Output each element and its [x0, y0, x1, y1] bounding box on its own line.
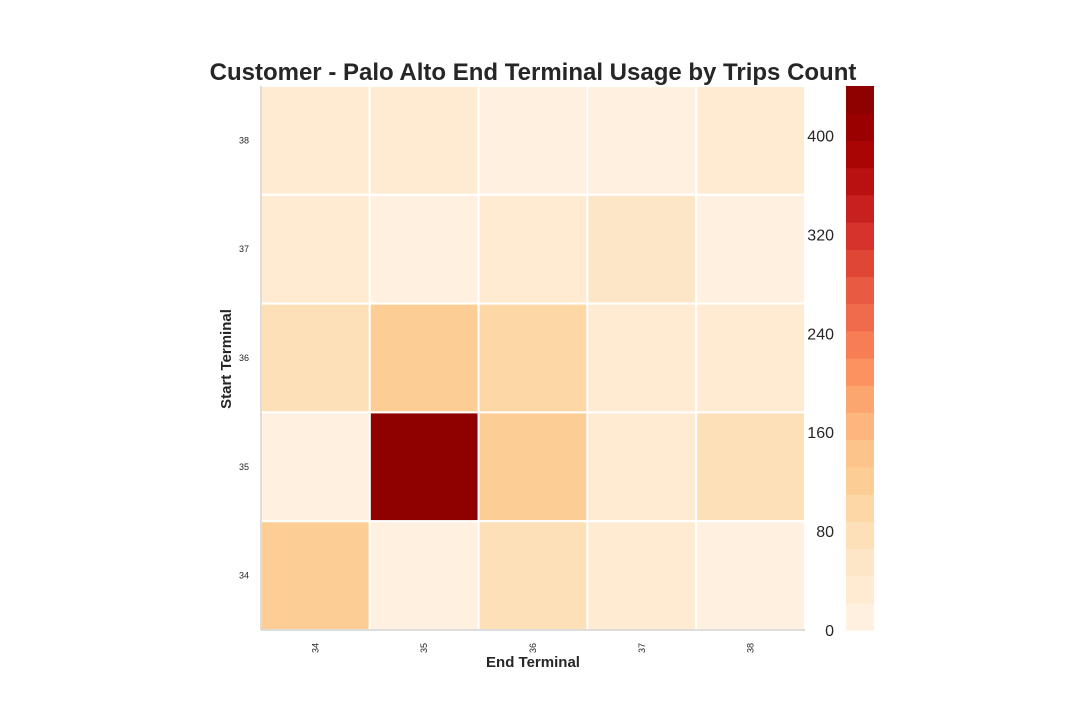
heatmap-cell-34-34 — [260, 520, 371, 632]
colorbar-segment — [846, 412, 874, 441]
y-tick-label: 37 — [239, 244, 249, 254]
colorbar-segment — [846, 249, 874, 277]
heatmap-cell-34-38 — [695, 520, 807, 632]
colorbar-segment — [846, 303, 874, 332]
heatmap-cell-37-35 — [368, 193, 480, 305]
heatmap-cell-34-36 — [477, 520, 589, 632]
colorbar-segment — [846, 602, 874, 631]
chart-title: Customer - Palo Alto End Terminal Usage … — [210, 59, 857, 86]
heatmap-cell-34-37 — [586, 520, 698, 632]
heatmap-cell-37-34 — [260, 193, 371, 305]
colorbar-segment — [846, 167, 874, 196]
y-tick-labels: 38 37 36 35 34 — [239, 135, 249, 580]
heatmap-cell-35-34 — [260, 411, 371, 523]
colorbar-segment — [846, 385, 874, 413]
colorbar-segment — [846, 330, 874, 359]
heatmap-cells — [260, 85, 807, 632]
colorbar-segment — [846, 276, 874, 305]
heatmap-cell-38-38 — [695, 85, 807, 196]
colorbar-segment — [846, 439, 874, 468]
y-tick-label: 36 — [239, 353, 249, 363]
heatmap-cell-36-36 — [477, 302, 589, 414]
heatmap-cell-37-38 — [695, 193, 807, 305]
y-tick-label: 34 — [239, 571, 249, 581]
colorbar-segment — [846, 494, 874, 522]
colorbar-segment — [846, 575, 874, 604]
heatmap-cell-38-37 — [586, 85, 698, 196]
heatmap-cell-35-35 — [368, 411, 480, 523]
heatmap-cell-38-34 — [260, 85, 371, 196]
x-tick-label: 35 — [419, 643, 429, 653]
heatmap-cell-35-36 — [477, 411, 589, 523]
colorbar-tick-labels: 0 80 160 240 320 400 — [807, 128, 834, 640]
x-axis-label: End Terminal — [486, 654, 580, 671]
colorbar-segment — [846, 194, 874, 223]
heatmap-cell-34-35 — [368, 520, 480, 632]
colorbar-tick-label: 160 — [807, 425, 834, 442]
colorbar-tick-label: 80 — [816, 524, 834, 541]
colorbar-tick-label: 320 — [807, 227, 834, 244]
heatmap-cell-35-38 — [695, 411, 807, 523]
colorbar-segment — [846, 358, 874, 386]
colorbar-segment — [846, 521, 874, 549]
heatmap-cell-36-35 — [368, 302, 480, 414]
y-axis-label: Start Terminal — [218, 309, 235, 409]
heatmap-cell-38-35 — [368, 85, 480, 196]
colorbar-segment — [846, 86, 874, 114]
colorbar-segment — [846, 222, 874, 250]
heatmap-cell-38-36 — [477, 85, 589, 196]
x-tick-label: 37 — [637, 643, 647, 653]
colorbar-segment — [846, 113, 874, 141]
heatmap-cell-37-37 — [586, 193, 698, 305]
colorbar-segment — [846, 140, 874, 169]
colorbar-tick-label: 400 — [807, 128, 834, 145]
heatmap-cell-35-37 — [586, 411, 698, 523]
heatmap-cell-36-37 — [586, 302, 698, 414]
x-tick-labels: 34 35 36 37 38 — [310, 643, 755, 653]
x-tick-label: 36 — [528, 643, 538, 653]
heatmap-cell-37-36 — [477, 193, 589, 305]
heatmap-cell-36-38 — [695, 302, 807, 414]
colorbar-segment — [846, 548, 874, 577]
x-tick-label: 34 — [310, 643, 320, 653]
colorbar-segment — [846, 466, 874, 495]
colorbar-tick-label: 0 — [825, 623, 834, 640]
colorbar-tick-label: 240 — [807, 326, 834, 343]
y-tick-label: 38 — [239, 135, 249, 145]
y-tick-label: 35 — [239, 462, 249, 472]
colorbar — [846, 86, 874, 631]
heatmap-cell-36-34 — [260, 302, 371, 414]
x-tick-label: 38 — [746, 643, 756, 653]
